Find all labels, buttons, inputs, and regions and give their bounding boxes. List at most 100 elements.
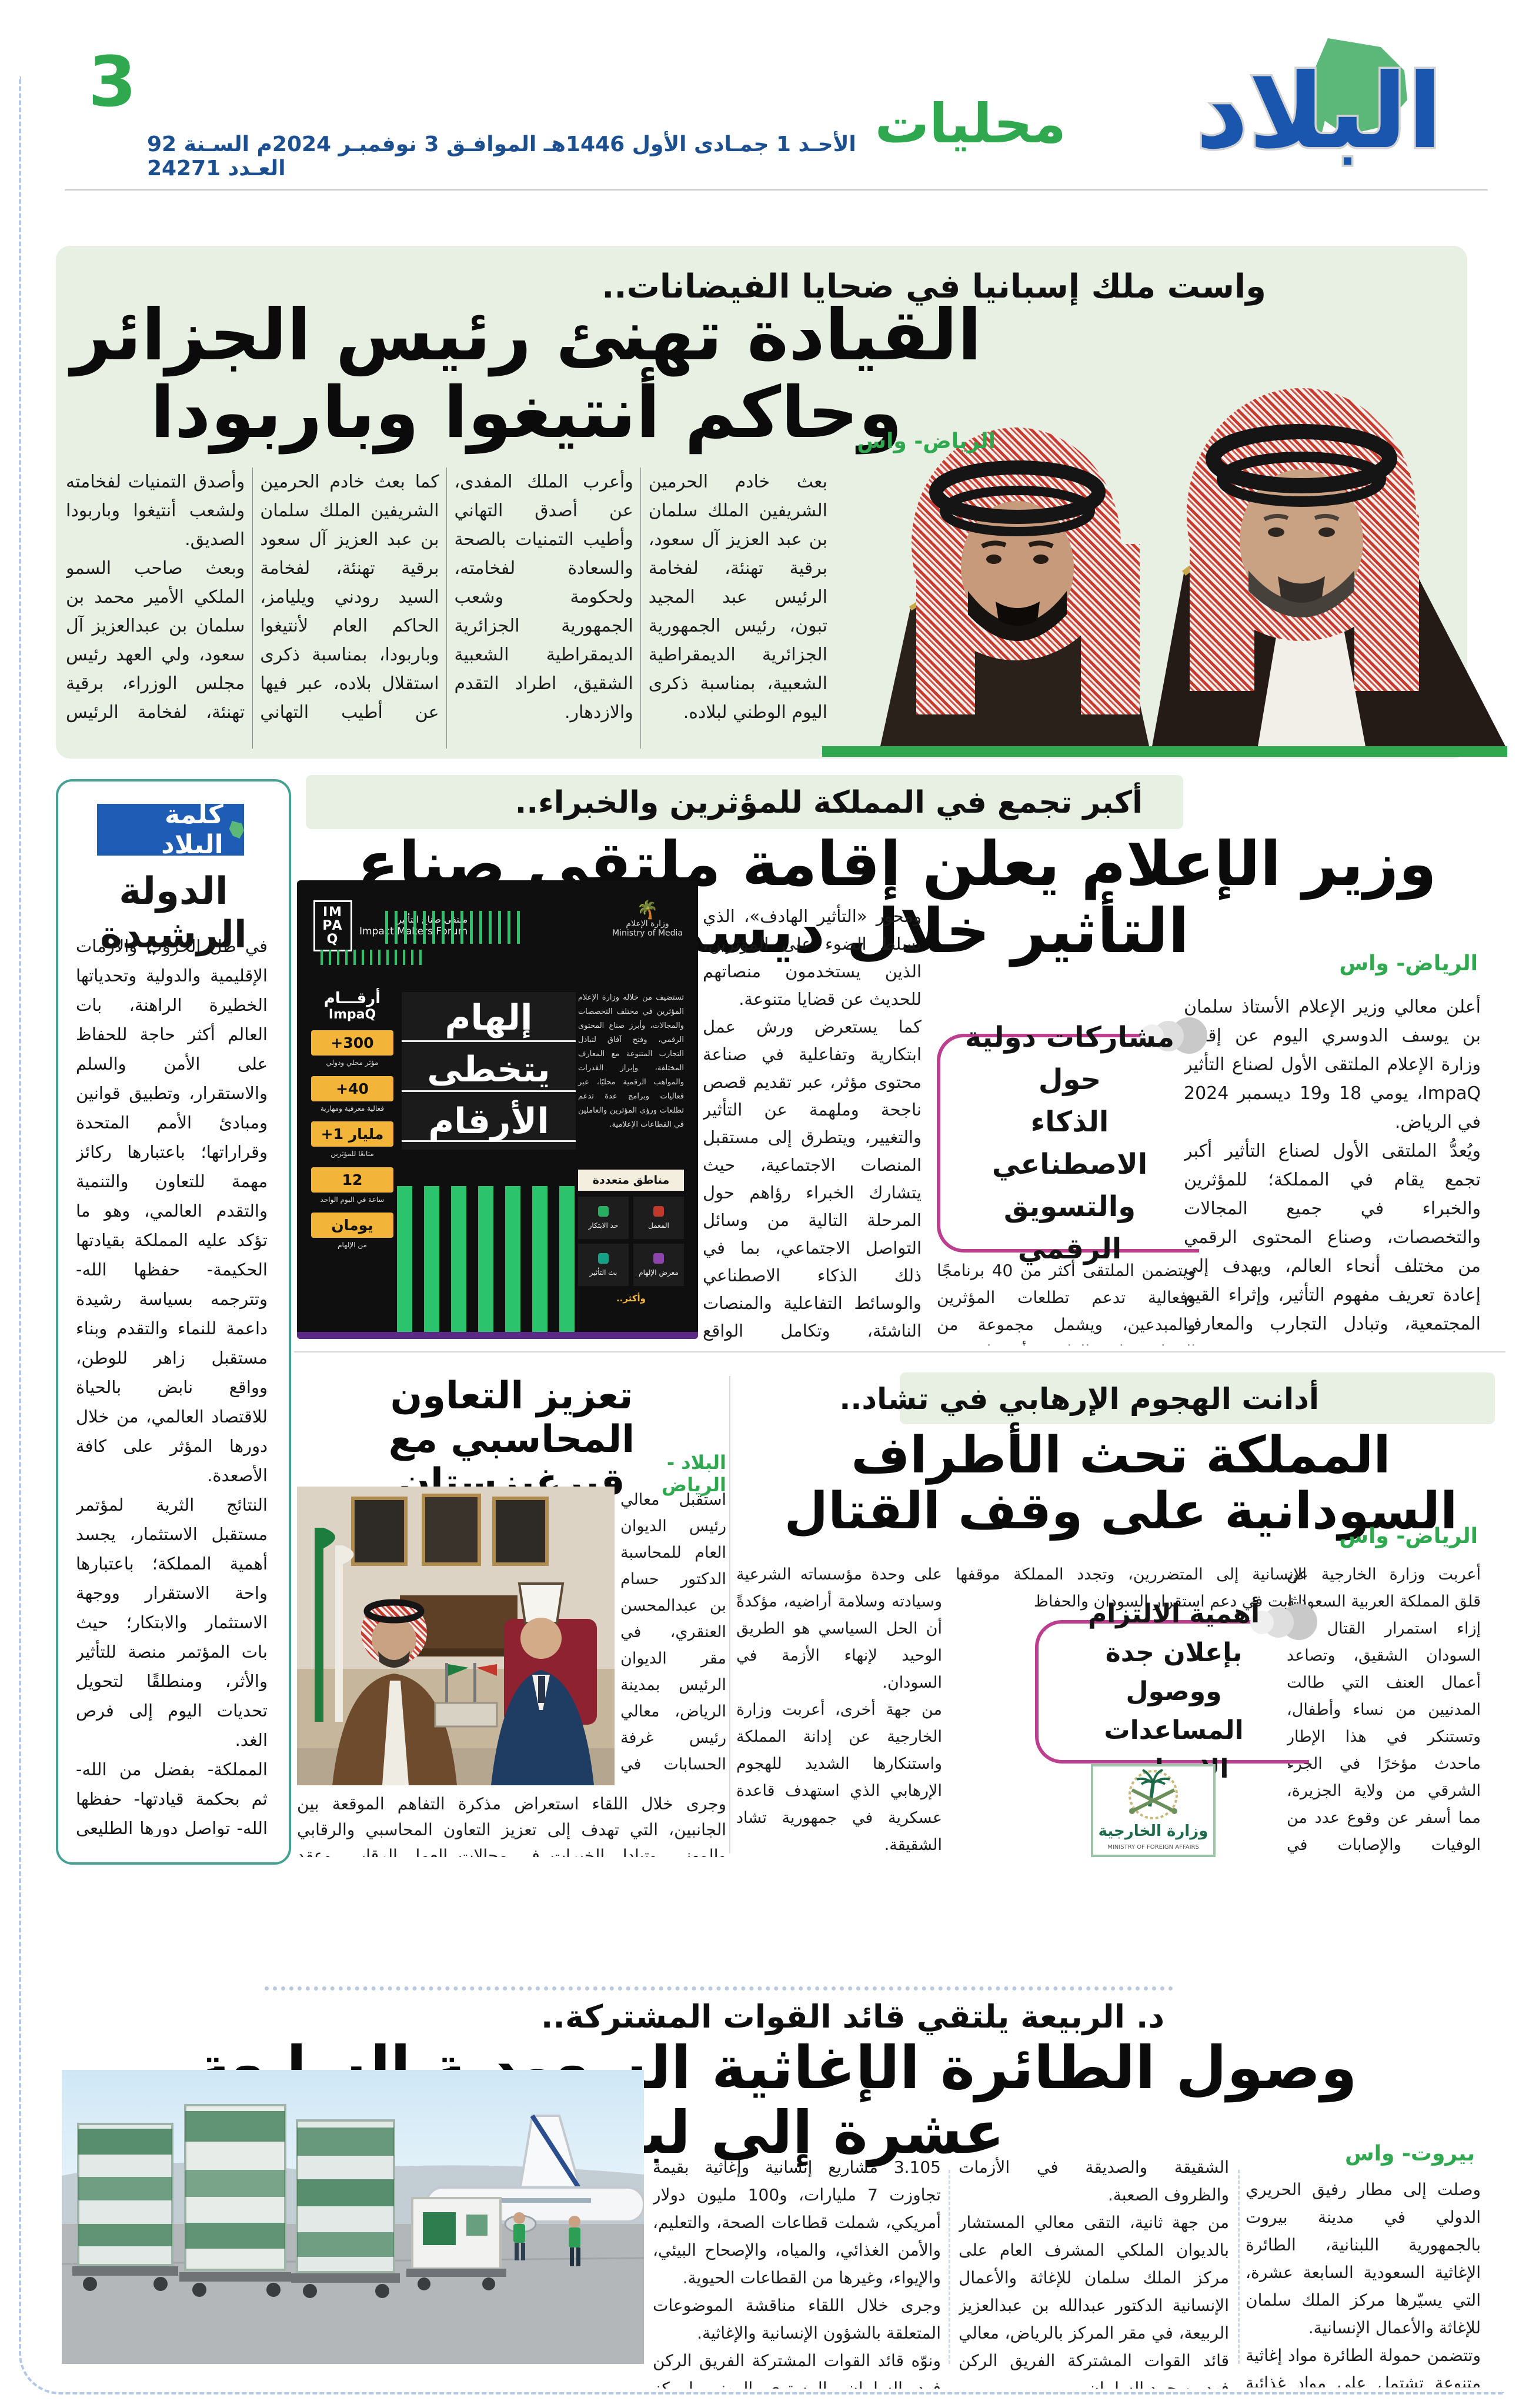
wall-portrait [351,1497,408,1566]
page-number: 3 [88,41,137,122]
palm-emblem-icon: 🌴 [636,900,659,920]
crown-prince-portrait [878,428,1151,757]
photo-green-bar [822,746,1507,757]
foreign-ministry-logo: وزارة الخارجية MINISTRY OF FOREIGN AFFAI… [1091,1764,1216,1857]
broadcast-icon [598,1253,609,1264]
table-flags [434,1663,498,1728]
worker-figure [569,2216,580,2266]
zone-label: بث التأثير [589,1268,617,1277]
mofa-name-english: MINISTRY OF FOREIGN AFFAIRS [1107,1844,1199,1851]
kyrgyz-official [491,1582,597,1785]
ministry-of-media-logo: 🌴 وزارة الإعلام Ministry of Media [612,900,683,939]
forum-pull-quote: مشاركات دولية حول الذكاء الاصطناعي والتس… [937,1017,1207,1265]
promo-about-text: تستضيف من خلاله وزارة الإعلام المؤثرين ف… [578,993,684,1129]
kalpak-hat [518,1582,565,1624]
sudan-kicker-strip [900,1372,1495,1424]
mofa-name-arabic: وزارة الخارجية [1099,1822,1208,1840]
palm-swords-emblem-icon [1129,1769,1178,1819]
zone-label: حد الابتكار [588,1221,619,1230]
stat-badge: +300 [311,1030,393,1056]
forum-headline: وزير الإعلام يعلن إقامة ملتقى صناع التأث… [357,828,1437,967]
zone-label: معرض الإلهام [639,1268,679,1277]
date-line: الأحـد 1 جمـادى الأول 1446هـ الموافـق 3 … [147,132,856,181]
forum-kicker: أكبر تجمع في المملكة للمؤثرين والخبراء.. [515,785,1143,820]
quote-circles-icon [1247,1604,1317,1641]
promo-stats: أرقـــام ImpaQ +300 مؤثر محلي ودولي +40 … [311,990,393,1250]
forum-column-2: ويتضمن الملتقى أكثر من 40 برنامجًا وفعال… [937,1261,1196,1345]
royals-photo [822,338,1507,757]
promo-more-label: وأكثر.. [616,1293,646,1304]
lead-byline: الرياض- واس [857,429,996,453]
column-divider [1238,2170,1240,2364]
impaq-promo-image: IM PA Q ملتقى صناع التأثير Impact Makers… [297,880,698,1339]
sudan-pull-quote: أهمية الالتزام بإعلان جدة ووصول المساعدا… [1035,1599,1317,1784]
zone-tile: بث التأثير [578,1244,629,1286]
saudi-flag [315,1528,335,1722]
king-portrait [1151,388,1507,750]
stat-badge: يومان [311,1213,393,1238]
stats-title-english: ImpaQ [328,1007,376,1022]
logo-wordmark: البلاد [1196,52,1443,172]
newspaper-logo: البلاد [1151,26,1487,174]
white-flag [335,1545,354,1722]
ministry-name-english: Ministry of Media [612,929,683,938]
stat-caption: متابعًا للمؤثرين [330,1150,374,1158]
soundwave-bars-icon [321,950,422,965]
sudan-byline: الرياض- واس [1339,1524,1478,1548]
forum-byline: الرياض- واس [1339,951,1478,976]
quote-circles-icon [1137,1017,1207,1055]
forum-column-3: ومحور «التأثير الهادف»، الذي يسلط الضوء … [703,906,922,1341]
zone-tile: المعمل [633,1197,684,1239]
sudan-pull-quote-text: أهمية الالتزام بإعلان جدة ووصول المساعدا… [1087,1599,1260,1784]
editorial-title: الدولة الرشيدة [100,870,247,957]
lebanon-byline: بيروت- واس [1344,2142,1475,2166]
wall-portrait [492,1497,549,1566]
column-divider [729,1376,730,1853]
zone-label: المعمل [648,1221,669,1230]
inspiration-gallery-icon [653,1253,664,1264]
sudan-column-3: على وحدة مؤسساته الشرعية وسيادته وسلامة … [736,1565,942,1854]
stat-caption: ساعة في اليوم الواحد [320,1195,385,1204]
editorial-box-label: كلمة البلاد [97,800,244,860]
zone-tile: حد الابتكار [578,1197,629,1239]
saudi-official [332,1599,457,1785]
stat-badge: +40 [311,1076,393,1101]
lebanon-column-1: وصلت إلى مطار رفيق الحريري الدولي في مدي… [1246,2180,1481,2387]
stat-caption: فعالية معرفية ومهارية [320,1104,385,1113]
sudan-headline: المملكة تحث الأطراف السودانية على وقف ال… [784,1426,1458,1541]
worker-figure [513,2212,525,2260]
stats-title-arabic: أرقـــام [323,990,381,1007]
promo-footer-strip [297,1332,698,1339]
lebanon-column-3: 3.105 مشاريع إنسانية وإغاثية بقيمة تجاوز… [653,2157,941,2389]
kyrgyz-byline: البلاد - الرياض [662,1451,726,1496]
forum-kicker-strip [306,775,1183,829]
lab-icon [653,1206,664,1217]
relief-plane-photo [61,2070,645,2364]
stat-badge: 12 [311,1167,393,1193]
ministry-name-arabic: وزارة الإعلام [626,919,669,929]
kyrgyz-meeting-photo [297,1487,615,1785]
forum-column-1: أعلن معالي وزير الإعلام الأستاذ سلمان بن… [1184,997,1481,1344]
lebanon-column-2: الشقيقة والصديقة في الأزمات والظروف الصع… [959,2157,1229,2389]
kyrgyz-bottom-text: وجرى خلال اللقاء استعراض مذكرة التفاهم ا… [297,1794,726,1857]
aid-pallets [72,2104,506,2298]
promo-zones-title: مناطق متعددة [578,1170,684,1191]
forum-pull-quote-text: مشاركات دولية حول الذكاء الاصطناعي والتس… [964,1021,1175,1265]
stat-caption: مؤثر محلي ودولي [326,1058,379,1067]
editorial-body: في ظل الحروب والأزمات الإقليمية والدولية… [76,936,268,1837]
sudan-column-1: أعربت وزارة الخارجية عن قلق المملكة العر… [1287,1565,1481,1854]
wall-portrait [422,1494,481,1566]
saudi-map-icon [1310,38,1407,135]
lebanon-dotted-divider [265,1986,1173,1990]
innovation-icon [598,1206,609,1217]
lead-headline: القيادة تهنئ رئيس الجزائر وحاكم أنتيغوا … [71,295,983,454]
zone-tile: معرض الإلهام [633,1244,684,1286]
lead-kicker: واست ملك إسبانيا في ضحايا الفيضانات.. [602,268,1266,306]
promo-zone-tiles: المعمل حد الابتكار معرض الإلهام بث التأث… [578,1197,684,1286]
sudan-column-2: الإنسانية إلى المتضررين، وتجدد المملكة م… [956,1565,1307,1611]
kyrgyz-side-column: استقبل معالي رئيس الديوان العام للمحاسبة… [620,1491,726,1785]
promo-slogan: إلهام يتخطى الأرقام [402,992,576,1150]
section-divider [294,1351,1505,1352]
stat-badge: +1 مليار [311,1121,393,1147]
